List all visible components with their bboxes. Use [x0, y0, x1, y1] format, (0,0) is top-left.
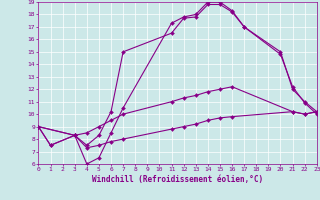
X-axis label: Windchill (Refroidissement éolien,°C): Windchill (Refroidissement éolien,°C) — [92, 175, 263, 184]
